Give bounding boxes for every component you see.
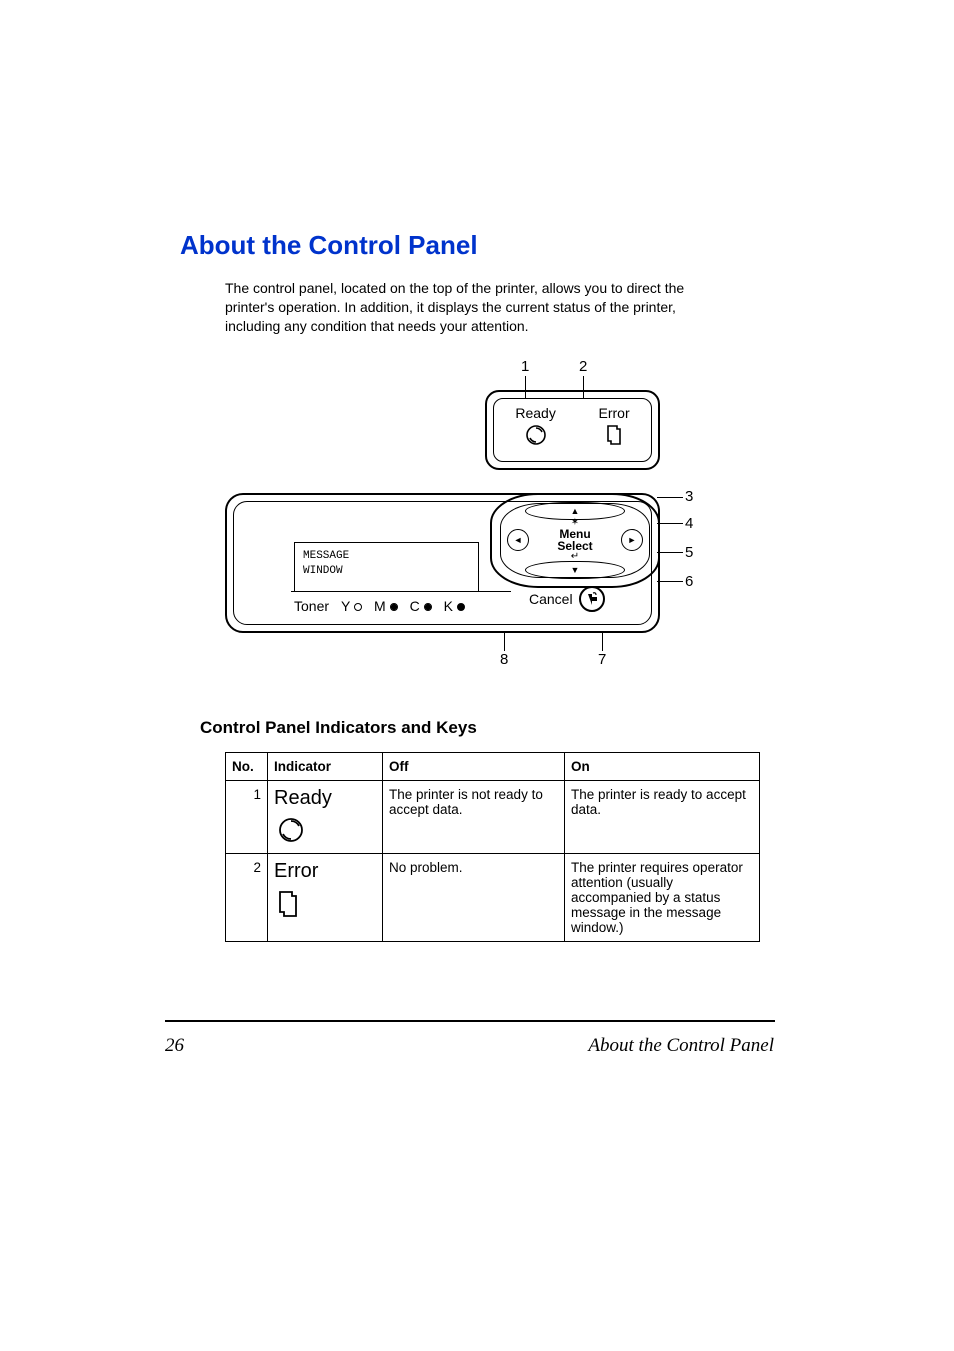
error-cell-icon [274, 907, 302, 922]
ready-icon [515, 424, 555, 446]
intro-paragraph: The control panel, located on the top of… [225, 279, 735, 336]
footer-title: About the Control Panel [588, 1035, 774, 1057]
table-header-row: No. Indicator Off On [226, 752, 760, 780]
lead-6 [657, 581, 683, 582]
right-key: ► [621, 529, 643, 551]
lead-5 [657, 552, 683, 553]
cell-indicator-2: Error [268, 853, 383, 941]
toner-k: K [444, 598, 465, 614]
page-heading: About the Control Panel [180, 230, 780, 261]
error-indicator: Error [599, 405, 630, 446]
down-icon: ▼ [571, 565, 580, 575]
cell-no-2: 2 [226, 853, 268, 941]
lead-4 [657, 523, 683, 524]
toner-row: Toner Y M C K [294, 598, 465, 614]
cell-no-1: 1 [226, 780, 268, 853]
ready-cell-label: Ready [274, 787, 376, 810]
cell-on-1: The printer is ready to accept data. [565, 780, 760, 853]
cell-off-1: The printer is not ready to accept data. [383, 780, 565, 853]
cell-off-2: No problem. [383, 853, 565, 941]
ready-indicator: Ready [515, 405, 555, 446]
lead-8 [504, 633, 505, 651]
indicators-table: No. Indicator Off On 1 Ready [225, 752, 760, 942]
ready-label: Ready [515, 405, 555, 421]
toner-y: Y [341, 598, 362, 614]
select-key: ✶ Menu Select ↵ [557, 518, 592, 562]
down-key: ▼ [525, 561, 625, 579]
th-on: On [565, 752, 760, 780]
callout-3: 3 [685, 488, 693, 505]
right-icon: ► [628, 535, 637, 545]
callout-4: 4 [685, 515, 693, 532]
th-no: No. [226, 752, 268, 780]
enter-icon: ↵ [557, 552, 592, 562]
ready-cell-icon [274, 832, 308, 847]
lead-3 [657, 497, 683, 498]
callout-7: 7 [598, 651, 606, 668]
cell-on-2: The printer requires operator attention … [565, 853, 760, 941]
cancel-button-icon [579, 586, 605, 612]
th-indicator: Indicator [268, 752, 383, 780]
indicator-panel: Ready Error [485, 390, 660, 470]
toner-c: C [410, 598, 432, 614]
footer-rule [165, 1020, 775, 1022]
error-icon [599, 424, 630, 446]
subheading: Control Panel Indicators and Keys [200, 718, 780, 738]
toner-label: Toner [294, 598, 329, 614]
error-label: Error [599, 405, 630, 421]
table-row: 1 Ready The printer is not ready to acce… [226, 780, 760, 853]
toner-separator [291, 591, 511, 592]
indicator-panel-inner: Ready Error [493, 398, 652, 462]
callout-5: 5 [685, 544, 693, 561]
up-icon: ▲ [571, 506, 580, 516]
cancel-label: Cancel [529, 591, 573, 607]
lead-7 [602, 633, 603, 651]
table-row: 2 Error No problem. The printer requires… [226, 853, 760, 941]
cancel-block: Cancel [529, 586, 605, 612]
callout-1: 1 [521, 358, 529, 375]
page-number: 26 [165, 1035, 184, 1057]
menu-pad-inner: ▲ ▼ ◄ ► ✶ Menu Select ↵ [500, 503, 650, 578]
callout-2: 2 [579, 358, 587, 375]
callout-6: 6 [685, 573, 693, 590]
th-off: Off [383, 752, 565, 780]
error-cell-label: Error [274, 860, 376, 883]
message-window: MESSAGE WINDOW [294, 542, 479, 592]
left-key: ◄ [507, 529, 529, 551]
callout-8: 8 [500, 651, 508, 668]
menu-pad: ▲ ▼ ◄ ► ✶ Menu Select ↵ [490, 493, 660, 588]
left-icon: ◄ [514, 535, 523, 545]
toner-m: M [374, 598, 398, 614]
cell-indicator-1: Ready [268, 780, 383, 853]
control-panel-diagram: 1 2 Ready Error [225, 358, 780, 678]
